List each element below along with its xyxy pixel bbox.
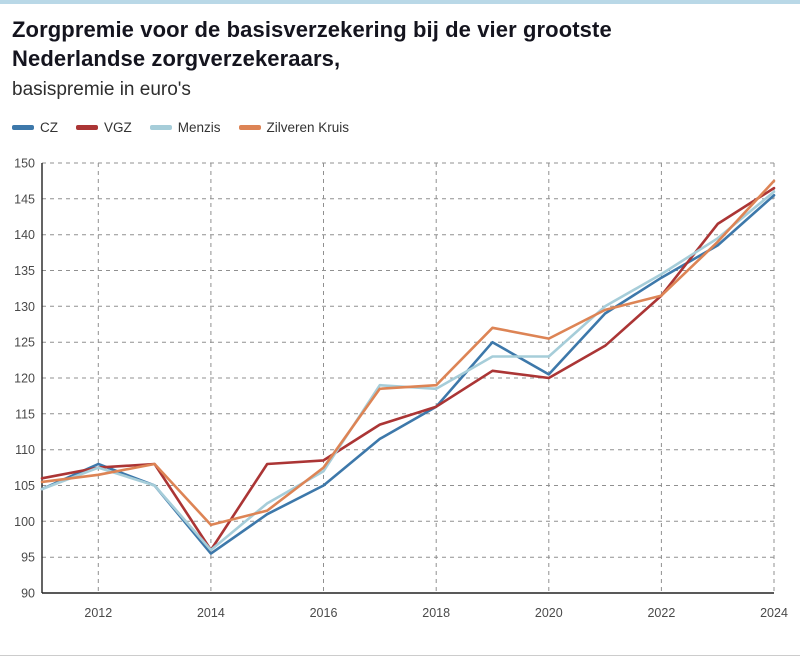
x-tick-label-2014: 2014 xyxy=(197,606,225,620)
premium-line-chart: 90 95 100 105 110 115 120 125 130 135 140 145 150 201… xyxy=(14,156,788,620)
y-tick-label-135: 135 xyxy=(14,264,35,278)
y-tick-label-95: 95 xyxy=(21,551,35,565)
x-tick-label-2012: 2012 xyxy=(84,606,112,620)
legend-swatch-cz xyxy=(12,124,34,130)
legend-swatch-menzis xyxy=(149,124,172,130)
series-line-menzis xyxy=(40,190,776,552)
chart-area: 90 95 100 105 110 115 120 125 130 135 140 145 150 201… xyxy=(0,151,800,637)
series-line-cz xyxy=(40,193,776,555)
y-tick-label-125: 125 xyxy=(14,336,35,350)
y-tick-label-90: 90 xyxy=(21,586,35,600)
chart-title-line1: Zorgpremie voor de basisverzekering bij … xyxy=(12,17,612,42)
y-tick-label-120: 120 xyxy=(14,371,35,385)
y-tick-label-145: 145 xyxy=(14,192,35,206)
y-tick-label-105: 105 xyxy=(14,479,35,493)
series-line-vgz xyxy=(40,186,776,552)
legend-item-vgz: VGZ xyxy=(76,120,132,135)
y-tick-label-110: 110 xyxy=(15,443,35,457)
y-tick-label-115: 115 xyxy=(15,407,35,421)
chart-title-line2: Nederlandse zorgverzekeraars, xyxy=(12,45,341,71)
legend-item-menzis: Menzis xyxy=(149,119,221,135)
y-tick-label-130: 130 xyxy=(14,300,35,314)
y-tick-label-140: 140 xyxy=(14,228,35,242)
y-tick-label-100: 100 xyxy=(14,515,35,529)
chart-legend: CZ VGZ Menzis Zilveren Kruis xyxy=(12,120,784,135)
legend-label-vgz: VGZ xyxy=(104,119,132,135)
chart-subtitle: basispremie in euro's xyxy=(12,79,191,101)
legend-item-zilveren-kruis: Zilveren Kruis xyxy=(238,119,350,135)
x-tick-label-2024: 2024 xyxy=(760,606,788,620)
top-accent-bar xyxy=(0,0,800,4)
chart-header: Zorgpremie voor de basisverzekering bij … xyxy=(0,4,800,135)
series-line-zilveren-kruis xyxy=(40,179,776,527)
x-tick-label-2020: 2020 xyxy=(535,606,563,620)
chart-title: Zorgpremie voor de basisverzekering bij … xyxy=(12,16,784,73)
legend-item-cz: CZ xyxy=(12,120,58,135)
x-tick-label-2016: 2016 xyxy=(310,606,338,620)
x-tick-label-2022: 2022 xyxy=(647,606,675,620)
legend-label-cz: CZ xyxy=(40,119,58,135)
legend-label-menzis: Menzis xyxy=(177,119,221,135)
legend-swatch-vgz xyxy=(76,124,98,130)
y-tick-label-150: 150 xyxy=(14,156,35,170)
legend-label-zilveren-kruis: Zilveren Kruis xyxy=(266,119,350,135)
x-tick-label-2018: 2018 xyxy=(422,606,450,620)
chart-page: Zorgpremie voor de basisverzekering bij … xyxy=(0,4,800,656)
legend-swatch-zilveren-kruis xyxy=(238,124,261,130)
